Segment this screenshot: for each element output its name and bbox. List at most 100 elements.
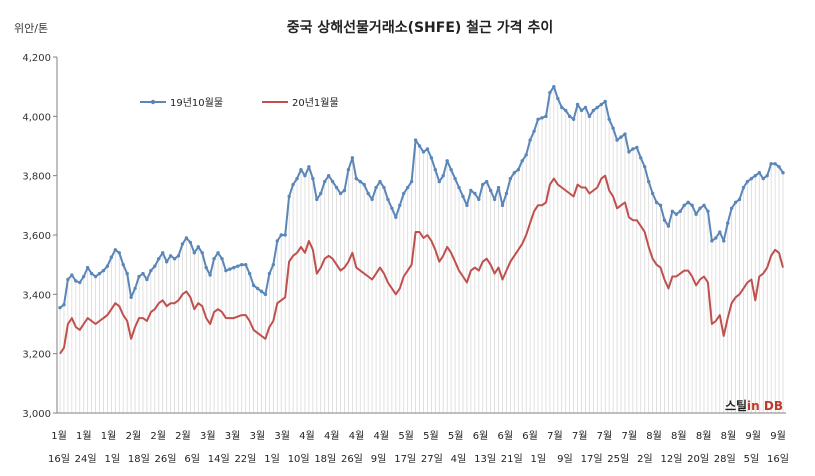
data-point <box>508 176 513 181</box>
data-point <box>769 162 773 166</box>
data-point <box>670 209 675 213</box>
drop-lines <box>59 86 784 413</box>
x-tick-label-month: 2월 <box>175 430 191 442</box>
data-point <box>737 197 742 202</box>
x-tick-label-day: 2일 <box>637 453 653 465</box>
y-tick-label: 4,000 <box>22 112 51 123</box>
x-tick-label-month: 3월 <box>274 430 290 442</box>
data-point <box>220 257 224 261</box>
data-point <box>338 191 343 196</box>
y-tick-label: 3,400 <box>22 290 51 301</box>
data-point <box>488 188 493 193</box>
data-point <box>358 179 362 184</box>
y-tick-label: 3,800 <box>22 172 51 183</box>
legend: 19년10월물 20년1월물 <box>140 97 339 109</box>
x-tick-label-month: 3월 <box>200 430 216 442</box>
x-tick-label-month: 7월 <box>597 430 613 442</box>
x-tick-label-month: 4월 <box>374 430 390 442</box>
data-point <box>666 224 671 228</box>
data-point <box>232 265 236 270</box>
x-tick-label-day: 1일 <box>531 453 547 465</box>
data-point <box>255 286 260 291</box>
data-point <box>129 295 133 299</box>
data-point <box>603 99 607 104</box>
data-point <box>228 267 232 271</box>
data-point <box>78 280 82 285</box>
data-point <box>662 218 667 222</box>
data-point <box>429 156 434 160</box>
data-point <box>765 173 769 178</box>
data-point <box>575 102 580 107</box>
data-point <box>540 116 544 120</box>
data-point <box>702 203 706 208</box>
data-point <box>635 145 639 150</box>
x-tick-label-month: 5월 <box>423 430 439 442</box>
x-tick-label-month: 4월 <box>299 430 315 442</box>
chart-title: 중국 상해선물거래소(SHFE) 철근 가격 추이 <box>287 19 553 36</box>
data-point <box>690 203 694 208</box>
x-tick-label-day: 1일 <box>104 453 120 465</box>
data-point <box>524 153 528 157</box>
data-point <box>623 132 627 136</box>
data-point <box>267 271 272 276</box>
data-point <box>236 264 240 268</box>
data-point <box>773 162 777 166</box>
x-tick-label-month: 7월 <box>621 430 637 442</box>
data-point <box>564 108 568 113</box>
source-logo-part2: in <box>747 399 760 413</box>
data-point <box>366 191 370 196</box>
data-point <box>259 289 264 294</box>
y-axis-unit-label: 위안/톤 <box>14 22 48 35</box>
data-point <box>619 135 623 139</box>
data-point <box>164 260 169 264</box>
data-point <box>204 265 208 270</box>
data-point <box>733 200 738 205</box>
x-tick-label-day: 4일 <box>451 453 467 465</box>
data-point <box>413 138 418 142</box>
data-point <box>188 240 193 245</box>
data-point <box>741 185 746 190</box>
x-tick-labels: 1월 1월 1월 2월 2월 2월 3월 3월 3월 3월 4월 4월 4월 4월 5월 5월 5월 6월 6월 6월… <box>48 430 789 465</box>
data-point <box>109 255 114 259</box>
x-tick-label-day: 24일 <box>75 453 97 465</box>
x-tick-label-day: 17일 <box>581 453 603 465</box>
data-point <box>441 173 445 178</box>
data-point <box>89 271 94 276</box>
data-point <box>113 248 118 252</box>
data-point <box>283 233 287 237</box>
data-point <box>168 254 173 258</box>
data-point <box>97 271 102 276</box>
data-point <box>180 242 185 246</box>
x-tick-label-day: 18일 <box>128 453 150 465</box>
data-point <box>698 206 702 210</box>
data-point <box>532 129 536 133</box>
data-point <box>473 191 477 196</box>
data-point <box>548 90 552 95</box>
data-point <box>729 206 734 210</box>
x-tick-label-day: 9일 <box>371 453 387 465</box>
data-point <box>192 251 197 255</box>
x-tick-label-month: 6월 <box>522 430 538 442</box>
x-tick-label-day: 26일 <box>341 453 363 465</box>
data-point <box>457 185 461 190</box>
data-point <box>172 257 177 261</box>
data-point <box>528 138 532 142</box>
x-tick-label-month: 8월 <box>721 430 737 442</box>
y-tick-label: 4,200 <box>22 53 51 64</box>
x-tick-label-month: 3월 <box>250 430 266 442</box>
x-tick-label-month: 5월 <box>448 430 464 442</box>
x-tick-label-day: 22일 <box>234 453 256 465</box>
data-point <box>710 239 714 243</box>
data-point <box>398 203 402 208</box>
x-tick-label-day: 26일 <box>155 453 177 465</box>
data-point <box>477 197 481 202</box>
data-point <box>153 264 157 268</box>
data-point <box>66 277 70 282</box>
series-line <box>59 174 784 355</box>
x-tick-label-day: 21일 <box>501 453 523 465</box>
data-point <box>184 236 189 240</box>
data-point <box>579 108 584 113</box>
data-point <box>386 197 390 202</box>
